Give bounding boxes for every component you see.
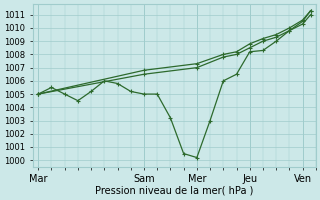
X-axis label: Pression niveau de la mer( hPa ): Pression niveau de la mer( hPa ): [95, 186, 253, 196]
